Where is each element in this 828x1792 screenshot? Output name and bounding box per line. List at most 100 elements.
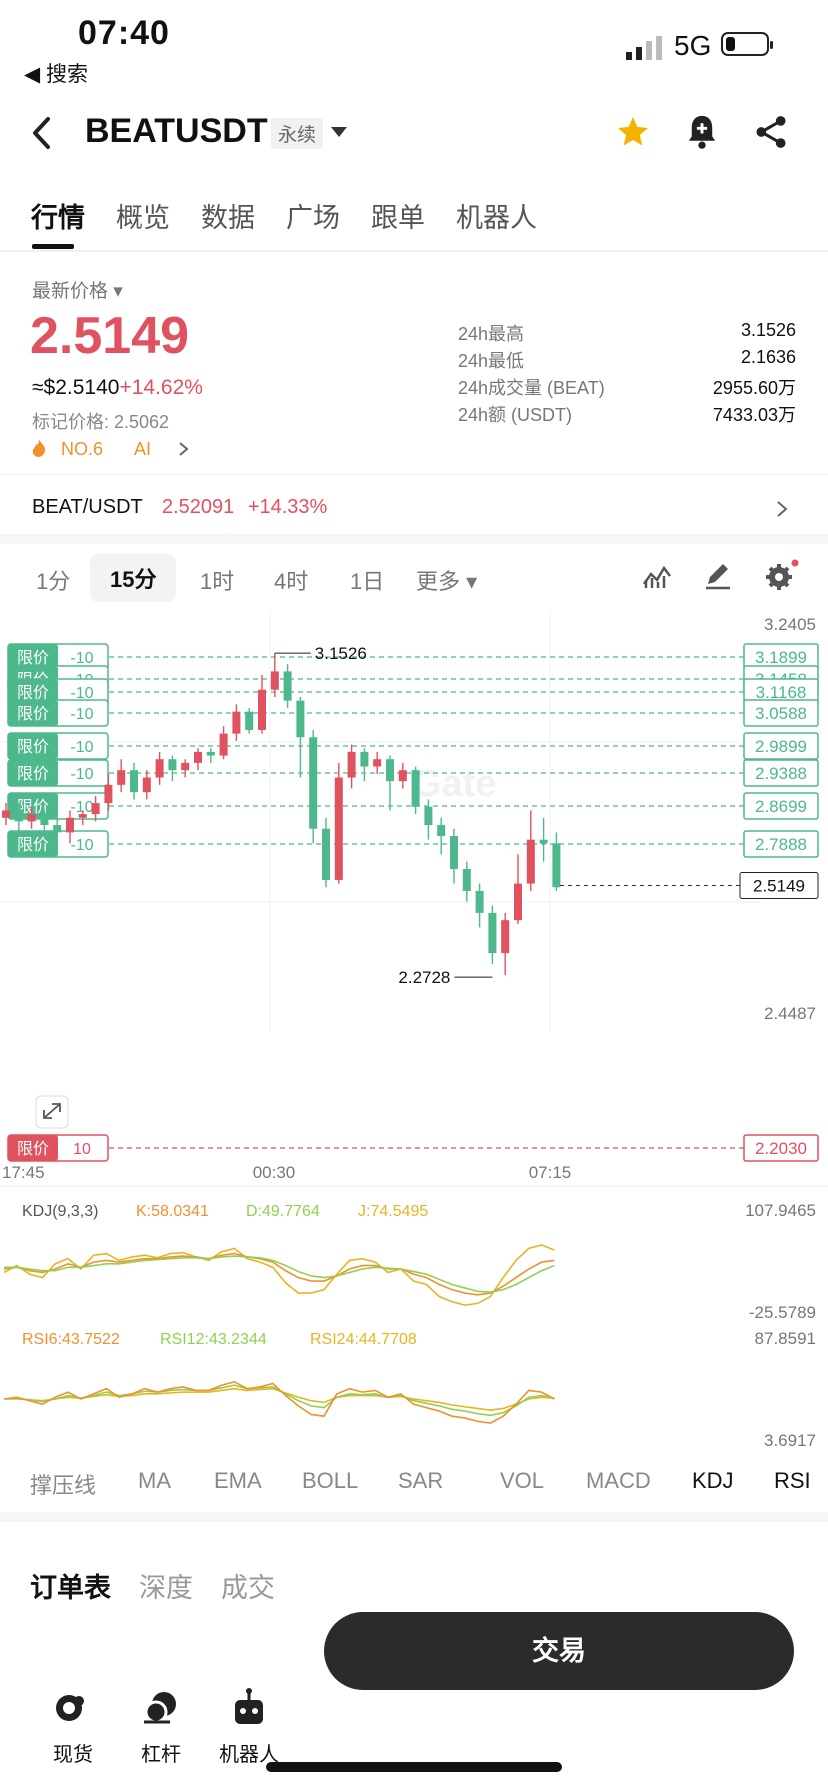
star-icon[interactable] (614, 114, 652, 150)
candle (194, 751, 202, 763)
spot-button[interactable]: 现货 (38, 1686, 108, 1767)
interval-1m[interactable]: 1分 (36, 569, 71, 594)
rank-row[interactable]: NO.6 AI (30, 438, 190, 460)
candle (373, 759, 382, 767)
candle (27, 814, 36, 822)
candle (40, 814, 49, 826)
usd-price: ≈$2.5140 (32, 376, 120, 399)
candle (488, 912, 497, 954)
indicator-sar[interactable]: SAR (398, 1468, 444, 1493)
main-tabs: 行情 概览 数据 广场 跟单 机器人 (0, 196, 828, 249)
tab-data[interactable]: 数据 (201, 203, 255, 233)
limit-order-label: 限价 (17, 836, 49, 854)
indicator-ma[interactable]: MA (138, 1468, 171, 1493)
low-value: 2.1636 (740, 347, 796, 367)
indicator-vol[interactable]: VOL (500, 1468, 545, 1493)
limit-order-label: 限价 (17, 649, 49, 667)
limit-order-qty: -10 (70, 837, 93, 854)
limit-order-label: 限价 (17, 684, 49, 702)
candle (360, 751, 369, 767)
tab-market[interactable]: 行情 (31, 203, 85, 233)
latest-price-label[interactable]: 最新价格 ▾ (32, 281, 123, 302)
margin-button[interactable]: 杠杆 (126, 1686, 196, 1767)
tab-trades[interactable]: 成交 (221, 1573, 275, 1603)
spot-icon (56, 1695, 84, 1721)
trade-button[interactable]: 交易 (324, 1612, 794, 1690)
time-axis-label: 00:30 (253, 1163, 296, 1182)
candle (53, 825, 62, 833)
candle (2, 810, 10, 818)
battery-icon (721, 32, 773, 56)
candle (78, 814, 87, 818)
rsi6-label: RSI6:43.7522 (22, 1331, 120, 1348)
tab-bots[interactable]: 机器人 (456, 203, 537, 233)
interval-15m[interactable]: 15分 (90, 554, 177, 602)
chevron-right-icon (179, 442, 189, 456)
tab-depth[interactable]: 深度 (139, 1573, 193, 1603)
indicator-rsi[interactable]: RSI (774, 1468, 811, 1493)
limit-price-label: 3.1899 (755, 648, 807, 667)
candle (296, 700, 305, 738)
rank-label: NO.6 (61, 439, 104, 459)
share-icon[interactable] (754, 114, 788, 150)
indicator-macd[interactable]: MACD (586, 1468, 651, 1493)
indicator-kdj[interactable]: KDJ (692, 1468, 734, 1493)
limit-order-qty: -10 (70, 739, 93, 756)
high-label: 24h最高 (458, 324, 525, 344)
kdj-axis-label: -25.5789 (749, 1303, 816, 1322)
current-price-label: 2.5149 (753, 876, 805, 895)
alert-bell-icon[interactable] (684, 113, 720, 151)
candle (155, 759, 164, 778)
candle (258, 689, 266, 730)
latest-price: 2.5149 (30, 307, 190, 365)
back-arrow-icon[interactable] (30, 116, 54, 150)
indicator-ema[interactable]: EMA (214, 1468, 262, 1493)
amount-value: 7433.03万 (712, 405, 796, 425)
indicator-icon[interactable] (642, 562, 672, 590)
candle (181, 762, 190, 771)
rsi-axis-label: 3.6917 (764, 1431, 816, 1450)
kdj-d-line (4, 1255, 555, 1294)
order-tabs: 订单表 深度 成交 (30, 1566, 303, 1605)
settings-gear-icon[interactable] (764, 558, 800, 592)
limit-order-tag-fill (8, 1135, 58, 1161)
mark-price: 标记价格: 2.5062 (32, 412, 170, 432)
tab-square[interactable]: 广场 (286, 203, 340, 233)
bots-button[interactable]: 机器人 (214, 1686, 284, 1767)
candle (437, 825, 446, 837)
limit-order-qty: -10 (70, 766, 93, 783)
interval-1d[interactable]: 1日 (350, 569, 385, 594)
candle (309, 737, 318, 829)
indicator-support-resistance[interactable]: 撑压线 (30, 1473, 97, 1498)
interval-1h[interactable]: 1时 (200, 569, 235, 594)
divider (0, 474, 828, 475)
symbol-title[interactable]: BEATUSDT (85, 112, 268, 150)
draw-tool-icon[interactable] (704, 560, 732, 590)
chevron-right-icon[interactable] (776, 500, 788, 518)
limit-order-label: 限价 (17, 765, 49, 783)
limit-order-tag-fill (8, 644, 58, 670)
indicator-selector: 撑压线 MA EMA BOLL SAR VOL MACD KDJ RSI (0, 1460, 828, 1506)
limit-price-tag (743, 830, 819, 858)
price-chart[interactable]: Gate3.24052.71272.4487限价-103.1899限价-103.… (0, 612, 828, 1456)
tab-order-book[interactable]: 订单表 (30, 1573, 111, 1603)
tab-copy-trade[interactable]: 跟单 (371, 203, 425, 233)
tab-overview[interactable]: 概览 (116, 203, 170, 233)
contract-type-badge[interactable]: 永续 (271, 118, 324, 149)
spot-pair-row[interactable]: BEAT/USDT 2.52091 +14.33% (32, 496, 327, 519)
indicator-boll[interactable]: BOLL (302, 1468, 359, 1493)
rsi24-line (4, 1387, 555, 1411)
limit-order-qty: 10 (73, 1141, 91, 1158)
volume-value: 2955.60万 (712, 378, 796, 398)
limit-order-qty: -10 (70, 650, 93, 667)
candle (475, 890, 484, 913)
low-label: 24h最低 (458, 351, 525, 371)
dropdown-caret-icon[interactable] (331, 127, 347, 139)
limit-price-label: 3.0588 (755, 704, 807, 723)
candle (334, 777, 343, 880)
interval-4h[interactable]: 4时 (274, 569, 309, 594)
interval-more[interactable]: 更多 ▾ (416, 569, 478, 594)
back-to-app-link[interactable]: ◀ 搜索 (24, 63, 88, 86)
amount-label: 24h额 (USDT) (458, 405, 573, 425)
kdj-j-line (3, 1244, 555, 1306)
